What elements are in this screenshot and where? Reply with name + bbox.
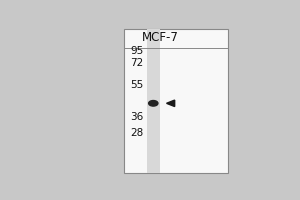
Ellipse shape (148, 101, 158, 106)
Text: 28: 28 (130, 128, 143, 138)
Bar (147, 29, 160, 173)
Text: 36: 36 (130, 112, 143, 122)
Text: 95: 95 (130, 46, 143, 56)
Bar (124, 29, 228, 173)
Text: MCF-7: MCF-7 (142, 31, 179, 44)
Text: 72: 72 (130, 58, 143, 68)
Polygon shape (167, 100, 175, 107)
Text: 55: 55 (130, 80, 143, 90)
